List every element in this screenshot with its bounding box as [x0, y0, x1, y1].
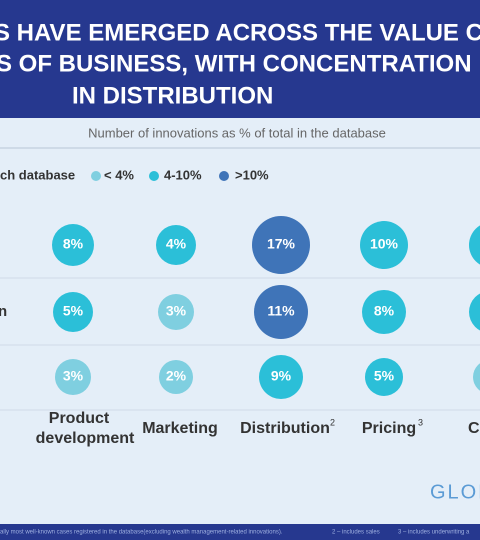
footnote: 2 – includes sales — [332, 530, 380, 536]
cell-label: 10% — [370, 236, 399, 252]
cell-label: 8% — [374, 303, 395, 319]
footnote-ref: 2 — [330, 417, 335, 427]
footnote: ally most well-known cases registered in… — [0, 530, 283, 536]
bubbles: 8% 4% 17% 10% 5% 3% 11% 8% 3% 2% 9% 5% — [52, 216, 480, 399]
cell-label: 3% — [166, 303, 187, 319]
banner — [0, 0, 480, 118]
row-lines — [0, 277, 480, 411]
legend-label: < 4% — [104, 167, 134, 182]
column-label: Marketing — [142, 420, 218, 437]
legend-title: ch database — [0, 167, 75, 182]
column-label: Product — [49, 410, 110, 427]
title-line: IN DISTRIBUTION — [72, 82, 273, 109]
title-line: S HAVE EMERGED ACROSS THE VALUE CHA — [0, 19, 480, 46]
footnote-ref: 3 — [418, 417, 423, 427]
cell-label: 2% — [166, 368, 187, 384]
column-label: Distribution — [240, 420, 330, 437]
cell-label: 17% — [267, 236, 296, 252]
footnote: 3 – includes underwriting a — [398, 530, 470, 536]
legend-label: >10% — [235, 167, 269, 182]
footer-bar — [0, 524, 480, 540]
column-label: Pricing — [362, 420, 416, 437]
logo: GLOB — [430, 481, 480, 503]
cell-label: 4% — [166, 236, 187, 252]
cell-label: 11% — [267, 303, 295, 319]
cell-label: 8% — [63, 236, 84, 252]
subtitle: Number of innovations as % of total in t… — [88, 125, 386, 140]
column-label: development — [36, 430, 135, 447]
legend-swatch — [149, 171, 159, 181]
cell-label: 5% — [374, 368, 395, 384]
cell-label: 9% — [271, 368, 292, 384]
row-label: n — [0, 303, 7, 320]
cell-label: 3% — [63, 368, 84, 384]
cell-label: 5% — [63, 303, 84, 319]
legend-swatch — [219, 171, 229, 181]
column-label: C — [468, 420, 480, 437]
legend-label: 4-10% — [164, 167, 202, 182]
legend-swatch — [91, 171, 101, 181]
title-line: S OF BUSINESS, WITH CONCENTRATION — [0, 50, 472, 77]
